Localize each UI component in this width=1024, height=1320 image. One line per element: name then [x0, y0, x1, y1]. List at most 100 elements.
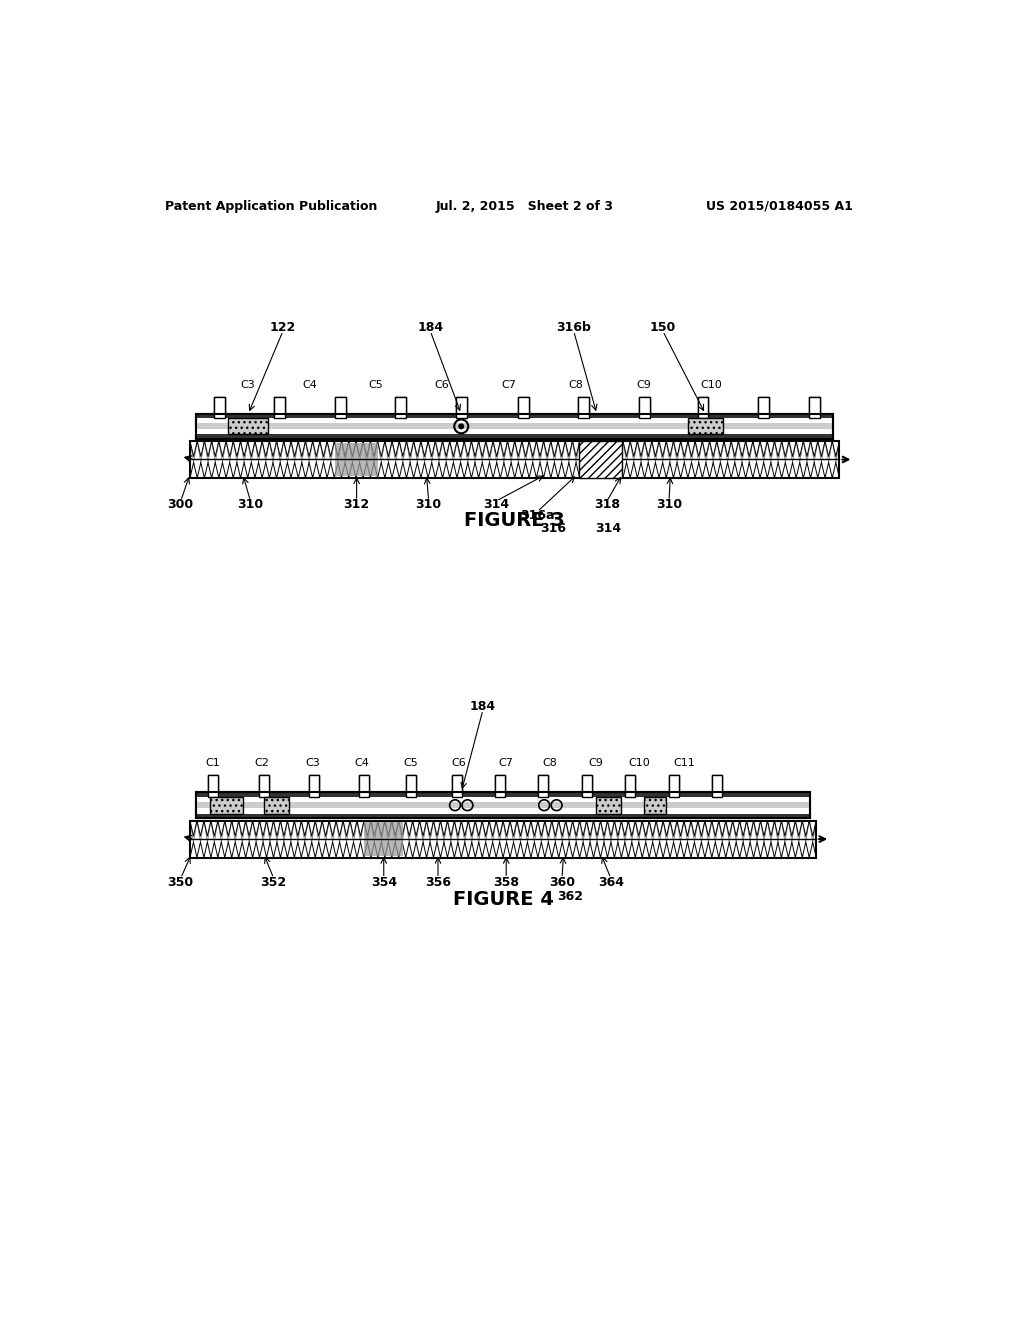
Bar	[197, 414, 834, 438]
Bar	[579, 397, 589, 418]
Bar	[274, 397, 286, 414]
Text: C8: C8	[542, 758, 557, 768]
Text: 310: 310	[416, 499, 441, 511]
Text: C1: C1	[206, 758, 220, 768]
Bar	[582, 775, 592, 797]
Bar	[670, 775, 679, 797]
Text: 122: 122	[270, 321, 296, 334]
Text: 352: 352	[261, 875, 287, 888]
Text: 310: 310	[238, 499, 263, 511]
Bar	[453, 775, 463, 792]
Polygon shape	[580, 441, 622, 478]
Text: C7: C7	[502, 380, 517, 389]
Bar	[644, 797, 666, 813]
Text: 362: 362	[557, 890, 583, 903]
Bar	[335, 397, 346, 418]
Text: 184: 184	[470, 700, 496, 713]
Bar	[712, 775, 722, 792]
Text: FIGURE 4: FIGURE 4	[453, 891, 554, 909]
Bar	[395, 397, 407, 414]
Bar	[758, 397, 769, 414]
Bar	[197, 414, 834, 438]
Text: C10: C10	[629, 758, 650, 768]
Bar	[190, 821, 816, 858]
Bar	[197, 792, 810, 797]
Bar	[395, 397, 407, 418]
Bar	[639, 397, 649, 414]
Text: 316a: 316a	[520, 510, 554, 523]
Bar	[197, 424, 834, 429]
Bar	[197, 414, 834, 418]
Text: 312: 312	[344, 499, 370, 511]
Bar	[809, 397, 820, 414]
Text: C4: C4	[354, 758, 370, 768]
Bar	[406, 775, 416, 797]
Text: C6: C6	[434, 380, 450, 389]
Bar	[309, 775, 319, 792]
Bar	[335, 397, 346, 414]
Bar	[335, 442, 378, 477]
Bar	[197, 803, 810, 808]
Text: FIGURE 3: FIGURE 3	[464, 511, 565, 529]
Bar	[453, 775, 463, 797]
Text: 360: 360	[549, 875, 575, 888]
Text: 314: 314	[595, 521, 622, 535]
Bar	[688, 418, 723, 434]
Text: 150: 150	[649, 321, 676, 334]
Text: 314: 314	[483, 499, 509, 511]
Bar	[210, 797, 243, 813]
Text: C3: C3	[305, 758, 319, 768]
Text: 316: 316	[540, 521, 565, 535]
Bar	[697, 397, 709, 418]
Bar	[259, 775, 268, 792]
Text: 350: 350	[168, 875, 194, 888]
Bar	[359, 775, 370, 792]
Text: 358: 358	[494, 875, 519, 888]
Text: 300: 300	[168, 499, 194, 511]
Text: C11: C11	[674, 758, 695, 768]
Text: C3: C3	[241, 380, 256, 389]
Bar	[809, 397, 820, 418]
Bar	[309, 775, 319, 797]
Text: C5: C5	[369, 380, 383, 389]
Text: 356: 356	[425, 875, 451, 888]
Text: 354: 354	[371, 875, 397, 888]
Text: 364: 364	[598, 875, 624, 888]
Text: 184: 184	[417, 321, 443, 334]
Text: 310: 310	[656, 499, 682, 511]
Bar	[259, 775, 268, 797]
Text: C5: C5	[403, 758, 418, 768]
Bar	[626, 775, 635, 792]
Bar	[197, 813, 810, 818]
Bar	[406, 775, 416, 792]
Bar	[197, 434, 834, 438]
Bar	[365, 822, 403, 855]
Text: C2: C2	[255, 758, 269, 768]
Bar	[190, 441, 840, 478]
Text: C6: C6	[452, 758, 466, 768]
Bar	[758, 397, 769, 418]
Bar	[214, 397, 225, 418]
Text: C9: C9	[636, 380, 651, 389]
Text: C9: C9	[588, 758, 603, 768]
Text: 318: 318	[594, 499, 620, 511]
Bar	[518, 397, 528, 418]
Bar	[214, 397, 225, 414]
Bar	[697, 397, 709, 414]
Text: C8: C8	[568, 380, 584, 389]
Text: Jul. 2, 2015   Sheet 2 of 3: Jul. 2, 2015 Sheet 2 of 3	[436, 199, 613, 213]
Bar	[264, 797, 289, 813]
Bar	[456, 397, 467, 414]
Text: C10: C10	[700, 380, 722, 389]
Bar	[495, 775, 505, 797]
Bar	[495, 775, 505, 792]
Text: Patent Application Publication: Patent Application Publication	[165, 199, 378, 213]
Bar	[228, 418, 268, 434]
Bar	[582, 775, 592, 792]
Text: 316b: 316b	[556, 321, 591, 334]
Bar	[208, 775, 218, 792]
Bar	[518, 397, 528, 414]
Bar	[197, 792, 810, 818]
Bar	[626, 775, 635, 797]
Bar	[670, 775, 679, 792]
